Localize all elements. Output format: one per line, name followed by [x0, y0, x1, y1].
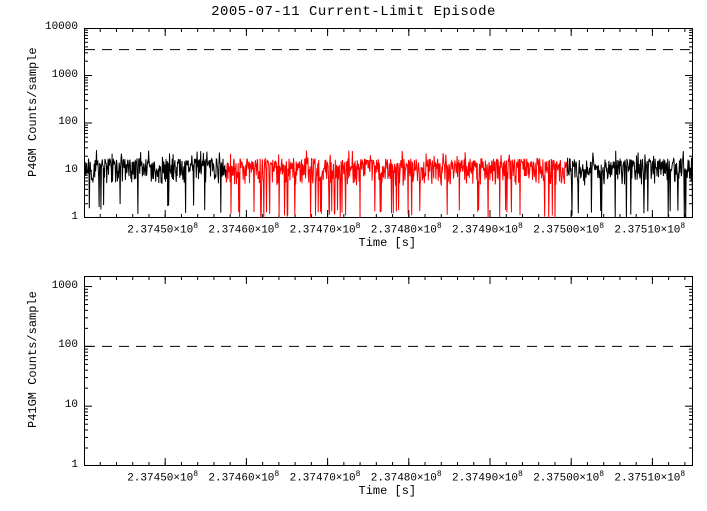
y-tick-label: 10: [65, 399, 78, 411]
y-tick-label: 1000: [52, 69, 78, 81]
x-tick-label: 2.37450×108: [127, 222, 198, 237]
x-axis-label: Time [s]: [359, 484, 417, 498]
x-tick-label: 2.37500×108: [533, 222, 604, 237]
x-tick-label: 2.37470×108: [290, 222, 361, 237]
chart-title: 2005-07-11 Current-Limit Episode: [0, 4, 707, 20]
x-tick-label: 2.37460×108: [208, 470, 279, 485]
series-counts-black-right: [567, 151, 693, 218]
x-tick-label: 2.37510×108: [614, 470, 685, 485]
x-tick-label: 2.37510×108: [614, 222, 685, 237]
x-tick-label: 2.37480×108: [371, 222, 442, 237]
series-counts-red-middle: [226, 151, 567, 219]
plot-svg: [84, 28, 693, 218]
x-axis-label: Time [s]: [359, 236, 417, 250]
panel-top: 1101001000100002.37450×1082.37460×1082.3…: [84, 28, 693, 218]
panel-bottom: 11010010002.37450×1082.37460×1082.37470×…: [84, 276, 693, 466]
y-tick-label: 10000: [45, 21, 78, 33]
x-tick-label: 2.37490×108: [452, 222, 523, 237]
plot-svg: [84, 276, 693, 466]
y-axis-label: P4GM Counts/sample: [26, 47, 40, 177]
y-tick-label: 10: [65, 164, 78, 176]
y-axis-label: P41GM Counts/sample: [26, 291, 40, 428]
y-tick-label: 1000: [52, 280, 78, 292]
y-tick-label: 1: [71, 459, 78, 471]
y-tick-label: 100: [58, 116, 78, 128]
x-tick-label: 2.37500×108: [533, 470, 604, 485]
x-tick-label: 2.37490×108: [452, 470, 523, 485]
series-counts-black-left: [84, 150, 226, 214]
chart-page: { "title": "2005-07-11 Current-Limit Epi…: [0, 0, 707, 511]
x-tick-label: 2.37460×108: [208, 222, 279, 237]
y-tick-label: 1: [71, 211, 78, 223]
x-tick-label: 2.37450×108: [127, 470, 198, 485]
x-tick-label: 2.37480×108: [371, 470, 442, 485]
x-tick-label: 2.37470×108: [290, 470, 361, 485]
y-tick-label: 100: [58, 339, 78, 351]
